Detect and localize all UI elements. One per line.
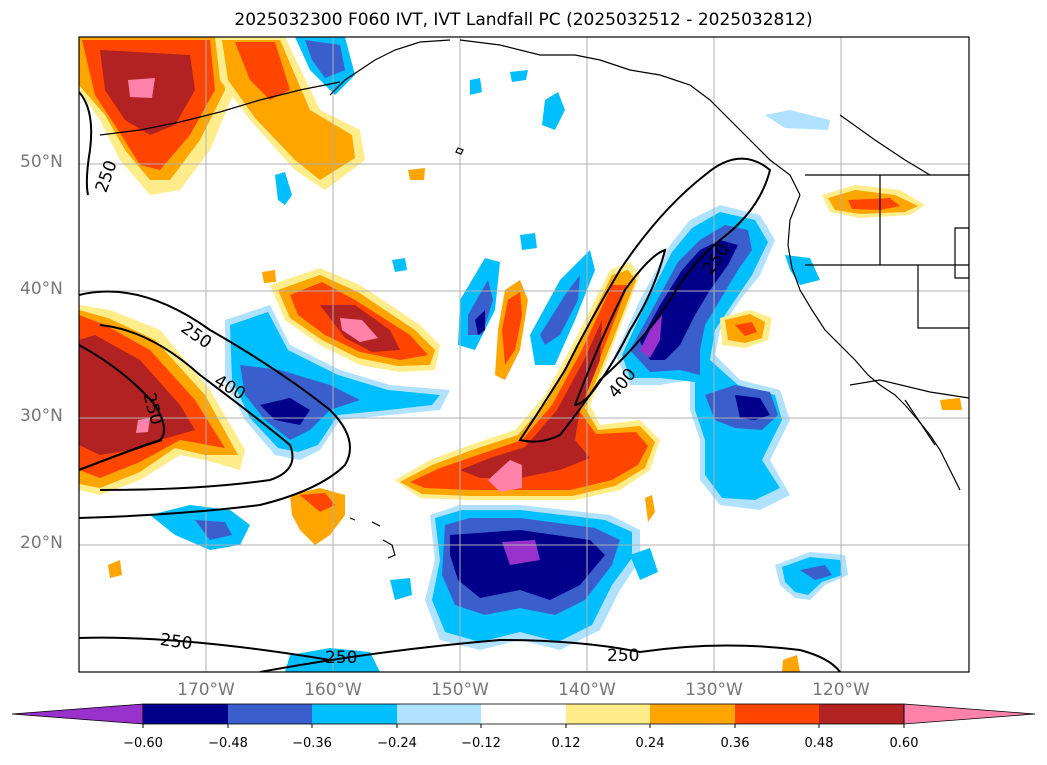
- colorbar-tick: −0.12: [461, 736, 501, 751]
- contour-label: 250: [325, 648, 357, 668]
- contour-label: 250: [92, 158, 122, 195]
- colorbar-tick: −0.36: [292, 736, 332, 751]
- lon-label-130w: 130°W: [685, 680, 743, 700]
- colorbar-tick: 0.12: [551, 736, 581, 751]
- lat-label-30n: 30°N: [20, 406, 63, 426]
- lon-label-160w: 160°W: [304, 680, 362, 700]
- colorbar-tick: −0.48: [208, 736, 248, 751]
- pc-filled-contours: [79, 37, 962, 672]
- lon-label-150w: 150°W: [431, 680, 489, 700]
- contour-label: 250: [159, 630, 194, 654]
- colorbar-tick: 0.36: [720, 736, 750, 751]
- contour-label: 250: [177, 318, 215, 353]
- lon-label-140w: 140°W: [558, 680, 616, 700]
- contour-label: 250: [607, 646, 639, 666]
- colorbar-tick: −0.24: [377, 736, 417, 751]
- lat-label-40n: 40°N: [20, 279, 63, 299]
- colorbar-tick: −0.60: [123, 736, 163, 751]
- lat-label-50n: 50°N: [20, 152, 63, 172]
- map-frame: [78, 36, 970, 673]
- coastlines: [99, 39, 969, 559]
- lon-label-170w: 170°W: [177, 680, 235, 700]
- map-title: 2025032300 F060 IVT, IVT Landfall PC (20…: [234, 10, 813, 30]
- ivt-contours: [79, 91, 841, 672]
- lat-label-20n: 20°N: [20, 533, 63, 553]
- colorbar-tick: 0.24: [635, 736, 665, 751]
- colorbar-tick: 0.48: [804, 736, 834, 751]
- lon-label-120w: 120°W: [812, 680, 870, 700]
- colorbar: [11, 703, 1036, 728]
- map-gridlines: [79, 37, 969, 672]
- colorbar-tick: 0.60: [889, 736, 919, 751]
